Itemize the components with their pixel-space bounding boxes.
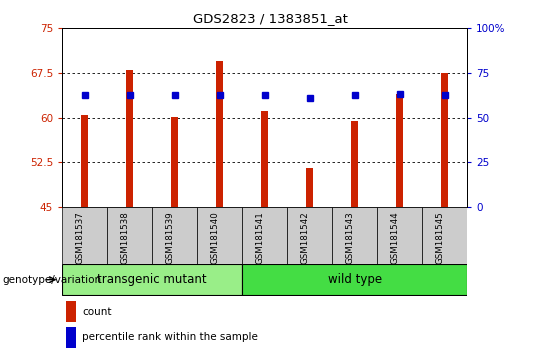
Bar	[66, 301, 76, 322]
Bar	[306, 169, 313, 207]
Text: GSM181542: GSM181542	[301, 212, 309, 264]
Bar	[242, 264, 467, 295]
Bar	[152, 207, 197, 264]
Text: GDS2823 / 1383851_at: GDS2823 / 1383851_at	[193, 12, 347, 25]
Bar	[66, 327, 76, 348]
Text: GSM181545: GSM181545	[436, 212, 444, 264]
Text: transgenic mutant: transgenic mutant	[97, 273, 207, 286]
Bar	[377, 207, 422, 264]
Text: percentile rank within the sample: percentile rank within the sample	[82, 332, 258, 342]
Text: GSM181537: GSM181537	[76, 212, 85, 264]
Bar	[422, 207, 467, 264]
Bar	[171, 116, 178, 207]
Bar	[396, 94, 403, 207]
Bar	[62, 264, 242, 295]
Bar	[261, 110, 268, 207]
Bar	[351, 121, 358, 207]
Bar	[332, 207, 377, 264]
Text: GSM181544: GSM181544	[390, 212, 400, 264]
Bar	[107, 207, 152, 264]
Bar	[441, 73, 448, 207]
Bar	[62, 207, 107, 264]
Bar	[126, 70, 133, 207]
Bar	[287, 207, 332, 264]
Text: GSM181543: GSM181543	[346, 212, 355, 264]
Bar	[216, 61, 223, 207]
Text: GSM181539: GSM181539	[166, 212, 174, 264]
Text: GSM181538: GSM181538	[120, 212, 130, 264]
Text: genotype/variation: genotype/variation	[2, 275, 102, 285]
Bar	[197, 207, 242, 264]
Bar	[81, 115, 88, 207]
Bar	[242, 207, 287, 264]
Text: GSM181541: GSM181541	[255, 212, 265, 264]
Text: wild type: wild type	[328, 273, 382, 286]
Text: GSM181540: GSM181540	[211, 212, 220, 264]
Text: count: count	[82, 307, 112, 316]
